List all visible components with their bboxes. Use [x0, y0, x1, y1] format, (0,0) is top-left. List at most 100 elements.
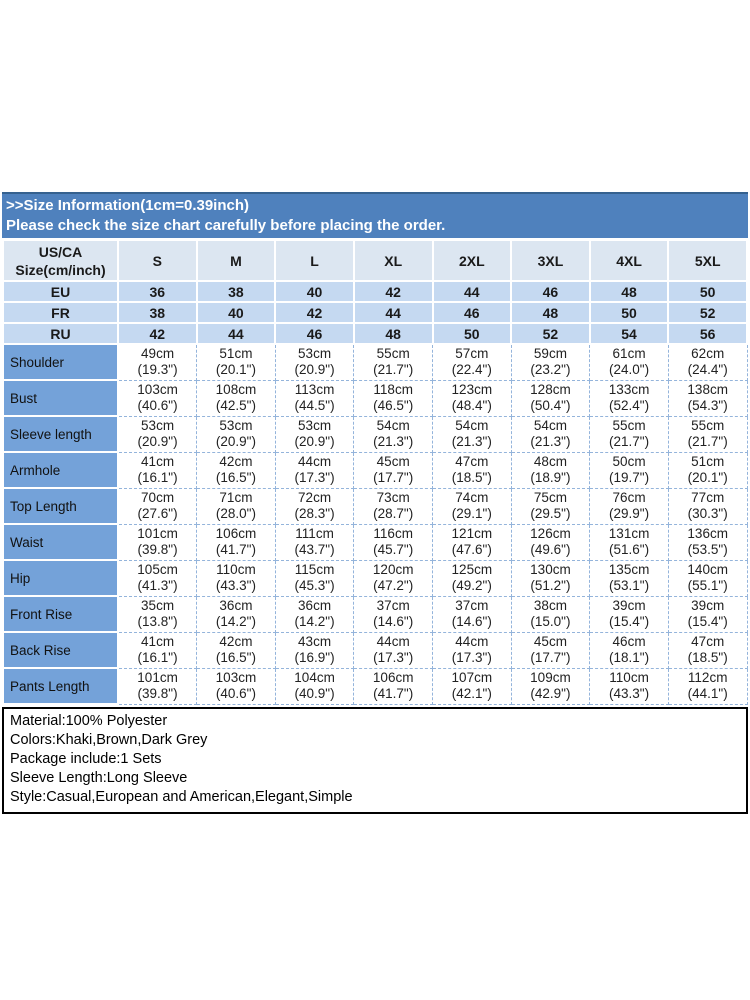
measurement-value-cell: 44cm (17.3") — [353, 631, 433, 669]
measurement-value-cell: 53cm (20.9") — [117, 415, 198, 453]
measurement-value-cell: 75cm (29.5") — [510, 487, 591, 525]
table-header-row: US/CA Size(cm/inch) S M L XL 2XL 3XL 4XL 5XL — [2, 239, 748, 282]
measurement-value-cell: 101cm (39.8") — [117, 667, 198, 705]
size-col-header-4xl: 4XL — [588, 239, 670, 282]
region-size-value: 46 — [510, 280, 591, 303]
measurement-value-cell: 112cm (44.1") — [667, 667, 748, 705]
size-col-header-5xl: 5XL — [667, 239, 748, 282]
measurement-value-cell: 113cm (44.5") — [274, 379, 355, 417]
measurement-value-cell: 44cm (17.3") — [274, 451, 355, 489]
measurement-value-cell: 74cm (29.1") — [432, 487, 512, 525]
measurement-value-cell: 71cm (28.0") — [196, 487, 276, 525]
measurement-value-cell: 46cm (18.1") — [589, 631, 669, 669]
detail-style: Style:Casual,European and American,Elega… — [10, 789, 353, 805]
measurement-label-bust: Bust — [2, 379, 119, 417]
measurement-value-cell: 44cm (17.3") — [432, 631, 512, 669]
measurement-value-cell: 37cm (14.6") — [432, 595, 512, 633]
region-size-value: 42 — [274, 301, 355, 324]
detail-colors: Colors:Khaki,Brown,Dark Grey — [10, 732, 208, 748]
size-info-banner: >>Size Information(1cm=0.39inch) Please … — [2, 192, 748, 238]
detail-package: Package include:1 Sets — [10, 751, 162, 767]
size-chart-sheet: >>Size Information(1cm=0.39inch) Please … — [2, 192, 748, 814]
measurement-label-front-rise: Front Rise — [2, 595, 119, 633]
measurement-value-cell: 47cm (18.5") — [667, 631, 748, 669]
region-size-value: 44 — [352, 301, 434, 324]
measurement-label-hip: Hip — [2, 559, 119, 597]
measurement-value-cell: 131cm (51.6") — [589, 523, 669, 561]
region-size-value: 50 — [431, 322, 513, 345]
measurement-label-waist: Waist — [2, 523, 119, 561]
measurement-value-cell: 115cm (45.3") — [274, 559, 355, 597]
measurement-value-cell: 125cm (49.2") — [432, 559, 512, 597]
measurement-value-cell: 107cm (42.1") — [432, 667, 512, 705]
banner-subtitle: Please check the size chart carefully be… — [6, 217, 446, 234]
measurement-value-cell: 41cm (16.1") — [117, 451, 198, 489]
banner-title: >>Size Information(1cm=0.39inch) — [6, 197, 249, 214]
measurement-value-cell: 103cm (40.6") — [196, 667, 276, 705]
measurement-value-cell: 126cm (49.6") — [510, 523, 591, 561]
region-size-value: 46 — [274, 322, 355, 345]
region-size-value: 40 — [274, 280, 355, 303]
measurement-value-cell: 103cm (40.6") — [117, 379, 198, 417]
measurement-value-cell: 116cm (45.7") — [353, 523, 433, 561]
measurement-value-cell: 51cm (20.1") — [196, 343, 276, 381]
measurement-value-cell: 39cm (15.4") — [667, 595, 748, 633]
size-col-header-m: M — [195, 239, 277, 282]
measurement-value-cell: 111cm (43.7") — [274, 523, 355, 561]
region-size-value: 48 — [588, 280, 670, 303]
measurement-value-cell: 110cm (43.3") — [196, 559, 276, 597]
measurement-value-cell: 118cm (46.5") — [353, 379, 433, 417]
region-size-value: 48 — [510, 301, 591, 324]
measurement-value-cell: 109cm (42.9") — [510, 667, 591, 705]
region-label-ru: RU — [2, 322, 119, 345]
measurement-value-cell: 140cm (55.1") — [667, 559, 748, 597]
measurement-value-cell: 45cm (17.7") — [510, 631, 591, 669]
size-col-header-xl: XL — [352, 239, 434, 282]
measurement-value-cell: 55cm (21.7") — [667, 415, 748, 453]
region-size-value: 46 — [431, 301, 513, 324]
measurement-value-cell: 104cm (40.9") — [274, 667, 355, 705]
size-col-header-s: S — [117, 239, 198, 282]
region-size-value: 44 — [195, 322, 277, 345]
measurement-label-shoulder: Shoulder — [2, 343, 119, 381]
region-size-value: 38 — [195, 280, 277, 303]
measurement-value-cell: 48cm (18.9") — [510, 451, 591, 489]
region-size-value: 52 — [510, 322, 591, 345]
size-system-header: US/CA Size(cm/inch) — [2, 239, 119, 282]
measurement-value-cell: 55cm (21.7") — [353, 343, 433, 381]
detail-material: Material:100% Polyester — [10, 713, 168, 729]
measurement-value-cell: 73cm (28.7") — [353, 487, 433, 525]
region-row-ru: RU 42 44 46 48 50 52 54 56 — [2, 322, 748, 345]
measurement-value-cell: 54cm (21.3") — [353, 415, 433, 453]
measurement-label-sleeve-length: Sleeve length — [2, 415, 119, 453]
measurement-value-cell: 77cm (30.3") — [667, 487, 748, 525]
measurement-value-cell: 135cm (53.1") — [589, 559, 669, 597]
region-size-value: 42 — [117, 322, 198, 345]
measurement-value-cell: 49cm (19.3") — [117, 343, 198, 381]
measurement-value-cell: 45cm (17.7") — [353, 451, 433, 489]
region-label-fr: FR — [2, 301, 119, 324]
region-size-value: 36 — [117, 280, 198, 303]
measurement-value-cell: 59cm (23.2") — [510, 343, 591, 381]
measurement-value-cell: 72cm (28.3") — [274, 487, 355, 525]
measurement-label-pants-length: Pants Length — [2, 667, 119, 705]
measurement-row-top-length: Top Length 70cm (27.6") 71cm (28.0") 72cm (… — [2, 487, 748, 525]
measurement-value-cell: 106cm (41.7") — [353, 667, 433, 705]
measurement-value-cell: 121cm (47.6") — [432, 523, 512, 561]
measurement-value-cell: 36cm (14.2") — [196, 595, 276, 633]
measurement-value-cell: 128cm (50.4") — [510, 379, 591, 417]
measurement-value-cell: 53cm (20.9") — [274, 415, 355, 453]
region-size-value: 56 — [667, 322, 748, 345]
measurement-row-pants-length: Pants Length 101cm (39.8") 103cm (40.6") 10… — [2, 667, 748, 705]
measurement-value-cell: 41cm (16.1") — [117, 631, 198, 669]
region-size-value: 42 — [352, 280, 434, 303]
measurement-row-shoulder: Shoulder 49cm (19.3") 51cm (20.1") 53cm (20… — [2, 343, 748, 381]
measurement-value-cell: 130cm (51.2") — [510, 559, 591, 597]
product-details-box: Material:100% Polyester Colors:Khaki,Bro… — [2, 707, 748, 814]
measurement-row-front-rise: Front Rise 35cm (13.8") 36cm (14.2") 36cm (… — [2, 595, 748, 633]
measurement-value-cell: 76cm (29.9") — [589, 487, 669, 525]
measurement-value-cell: 57cm (22.4") — [432, 343, 512, 381]
measurement-label-armhole: Armhole — [2, 451, 119, 489]
region-size-value: 48 — [352, 322, 434, 345]
region-size-value: 50 — [667, 280, 748, 303]
